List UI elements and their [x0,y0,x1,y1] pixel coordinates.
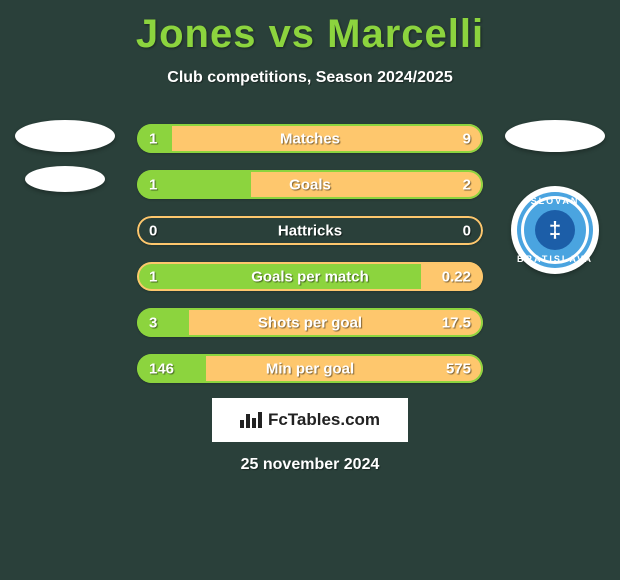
slovan-bratislava-badge: SLOVAN ‡ BRATISLAVA [511,186,599,274]
bar-chart-icon [240,412,262,428]
left-player-logos [10,120,120,192]
club-logo-placeholder [505,120,605,152]
right-player-logos: SLOVAN ‡ BRATISLAVA [500,120,610,274]
stat-label: Min per goal [137,360,483,377]
comparison-title: Jones vs Marcelli [0,0,620,57]
stats-bars-container: 19Matches 12Goals 00Hattricks 10.22Goals pe… [137,124,483,383]
badge-cross-icon: ‡ [549,217,561,243]
stat-label: Shots per goal [137,314,483,331]
badge-text-bottom: BRATISLAVA [511,254,599,264]
stat-bar: 146575Min per goal [137,354,483,383]
fctables-watermark: FcTables.com [212,398,408,442]
club-logo-placeholder [25,166,105,192]
stat-bar: 317.5Shots per goal [137,308,483,337]
comparison-subtitle: Club competitions, Season 2024/2025 [0,69,620,87]
stat-label: Matches [137,130,483,147]
fctables-label: FcTables.com [268,410,380,430]
badge-text-top: SLOVAN [511,196,599,206]
stat-bar: 10.22Goals per match [137,262,483,291]
stat-bar: 00Hattricks [137,216,483,245]
stat-label: Goals [137,176,483,193]
stat-bar: 19Matches [137,124,483,153]
club-logo-placeholder [15,120,115,152]
snapshot-date: 25 november 2024 [0,456,620,474]
stat-label: Hattricks [137,222,483,239]
stat-bar: 12Goals [137,170,483,199]
stat-label: Goals per match [137,268,483,285]
